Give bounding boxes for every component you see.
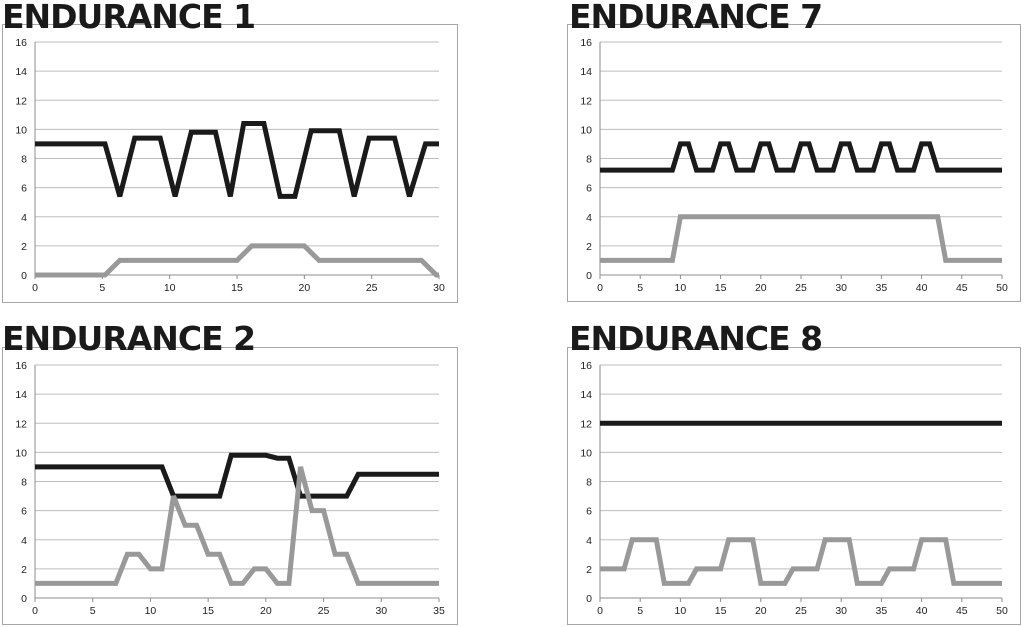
series-line-gray-endurance-2 [35,466,439,586]
x-tick-label: 25 [318,605,330,617]
chart-title-endurance-8: ENDURANCE 8 [569,319,823,358]
x-tick-label: 30 [835,282,847,294]
series-line-gray-endurance-7 [600,214,1002,263]
x-tick-label: 50 [996,282,1008,294]
y-tick-label: 10 [15,447,27,459]
y-tick-label: 6 [586,183,592,195]
chart-endurance-7: 0 2 4 6 8 10 12 14 16 0 5 10 15 20 25 30 35 40 45 50 [567,24,1021,302]
series-line-gray-endurance-8 [600,537,1002,586]
series-line-black-endurance-1 [35,121,439,199]
y-tick-label: 16 [580,37,592,49]
y-tick-label: 14 [15,389,27,401]
chart-plot-endurance-7: 0 2 4 6 8 10 12 14 16 0 5 10 15 20 25 30 35 40 45 50 [580,37,1008,294]
x-tick-label: 40 [916,282,928,294]
x-tick-label: 30 [433,282,445,294]
x-tick-label: 20 [260,605,272,617]
y-tick-label: 12 [15,95,27,107]
x-tick-label: 5 [637,605,643,617]
x-tick-label: 35 [876,282,888,294]
x-tick-label: 45 [956,282,968,294]
x-tick-label: 0 [597,282,603,294]
y-tick-label: 4 [21,212,27,224]
x-tick-label: 10 [675,605,687,617]
series-line-black-endurance-2 [35,452,439,499]
y-tick-label: 6 [21,506,27,518]
y-tick-label: 10 [580,124,592,136]
y-tick-label: 4 [586,535,592,547]
x-tick-label: 35 [433,605,445,617]
x-tick-label: 15 [715,605,727,617]
x-tick-label: 25 [795,282,807,294]
chart-endurance-8: 0 2 4 6 8 10 12 14 16 0 5 10 15 20 25 30 35 40 45 50 [567,347,1021,625]
x-tick-label: 20 [755,282,767,294]
x-tick-label: 20 [298,282,310,294]
y-tick-label: 12 [580,418,592,430]
x-tick-label: 50 [996,605,1008,617]
x-tick-label: 5 [637,282,643,294]
y-tick-label: 6 [21,183,27,195]
y-tick-label: 2 [586,241,592,253]
chart-endurance-1: 0 2 4 6 8 10 12 14 16 0 5 10 15 20 25 30 [2,24,458,303]
series-line-gray-endurance-1 [35,243,439,278]
x-tick-label: 5 [99,282,105,294]
x-tick-label: 30 [375,605,387,617]
y-tick-label: 12 [580,95,592,107]
x-tick-label: 10 [145,605,157,617]
y-tick-label: 2 [21,564,27,576]
y-tick-label: 0 [21,593,27,605]
x-tick-label: 25 [366,282,378,294]
x-tick-label: 0 [32,605,38,617]
x-tick-label: 10 [164,282,176,294]
chart-title-endurance-1: ENDURANCE 1 [2,0,256,36]
chart-plot-endurance-2: 0 2 4 6 8 10 12 14 16 0 5 10 15 20 25 30 35 [15,360,445,617]
y-tick-label: 12 [15,418,27,430]
y-tick-label: 8 [586,477,592,489]
y-tick-label: 16 [15,360,27,372]
y-tick-label: 10 [15,124,27,136]
x-tick-label: 15 [202,605,214,617]
x-tick-label: 20 [755,605,767,617]
y-tick-label: 14 [580,66,592,78]
x-tick-label: 35 [876,605,888,617]
chart-title-endurance-2: ENDURANCE 2 [2,319,256,358]
y-tick-label: 14 [580,389,592,401]
y-tick-label: 8 [21,154,27,166]
x-tick-label: 40 [916,605,928,617]
y-tick-label: 16 [580,360,592,372]
x-tick-label: 45 [956,605,968,617]
x-tick-label: 15 [715,282,727,294]
y-tick-label: 2 [21,241,27,253]
x-tick-label: 5 [90,605,96,617]
y-tick-label: 8 [21,477,27,489]
chart-endurance-2: 0 2 4 6 8 10 12 14 16 0 5 10 15 20 25 30 35 [2,347,458,625]
y-tick-label: 2 [586,564,592,576]
y-tick-label: 0 [586,593,592,605]
y-tick-label: 8 [586,154,592,166]
x-tick-label: 0 [32,282,38,294]
y-tick-label: 16 [15,37,27,49]
y-tick-label: 4 [21,535,27,547]
x-tick-label: 15 [231,282,243,294]
y-tick-label: 10 [580,447,592,459]
x-tick-label: 25 [795,605,807,617]
y-tick-label: 0 [21,270,27,282]
y-tick-label: 4 [586,212,592,224]
y-tick-label: 14 [15,66,27,78]
series-line-black-endurance-7 [600,141,1002,173]
x-tick-label: 0 [597,605,603,617]
y-tick-label: 0 [586,270,592,282]
chart-plot-endurance-1: 0 2 4 6 8 10 12 14 16 0 5 10 15 20 25 30 [15,37,445,294]
chart-plot-endurance-8: 0 2 4 6 8 10 12 14 16 0 5 10 15 20 25 30 35 40 45 50 [580,360,1008,617]
y-tick-label: 6 [586,506,592,518]
x-tick-label: 10 [675,282,687,294]
chart-title-endurance-7: ENDURANCE 7 [569,0,823,36]
x-tick-label: 30 [835,605,847,617]
